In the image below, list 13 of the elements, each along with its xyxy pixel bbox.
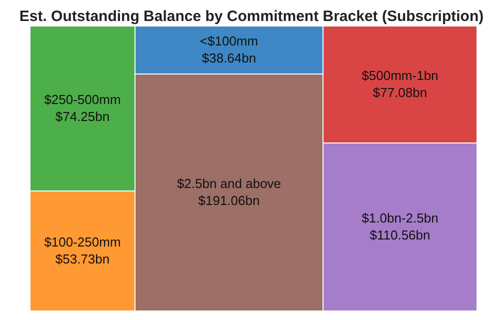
category-label: $500mm-1bn [362, 68, 438, 83]
text: Est. Outstanding Balance by Commitment Bracket (Subscription) [18, 8, 485, 26]
data-label: $77.08bn [372, 84, 428, 100]
data-label: $191.06bn [198, 192, 260, 208]
category-label: $2.5bn and above [176, 176, 282, 191]
data-label: $110.56bn [370, 227, 430, 242]
data-label: $74.25bn [55, 108, 110, 124]
data-label: $53.73bn [55, 251, 110, 266]
category-label: $100-250mm [44, 234, 121, 250]
data-label: $38.64bn [202, 50, 256, 66]
category-label: $250-500mm [44, 92, 121, 107]
category-label: $1.0bn-2.5bn [362, 210, 438, 226]
category-label: <$100mm [200, 33, 258, 48]
